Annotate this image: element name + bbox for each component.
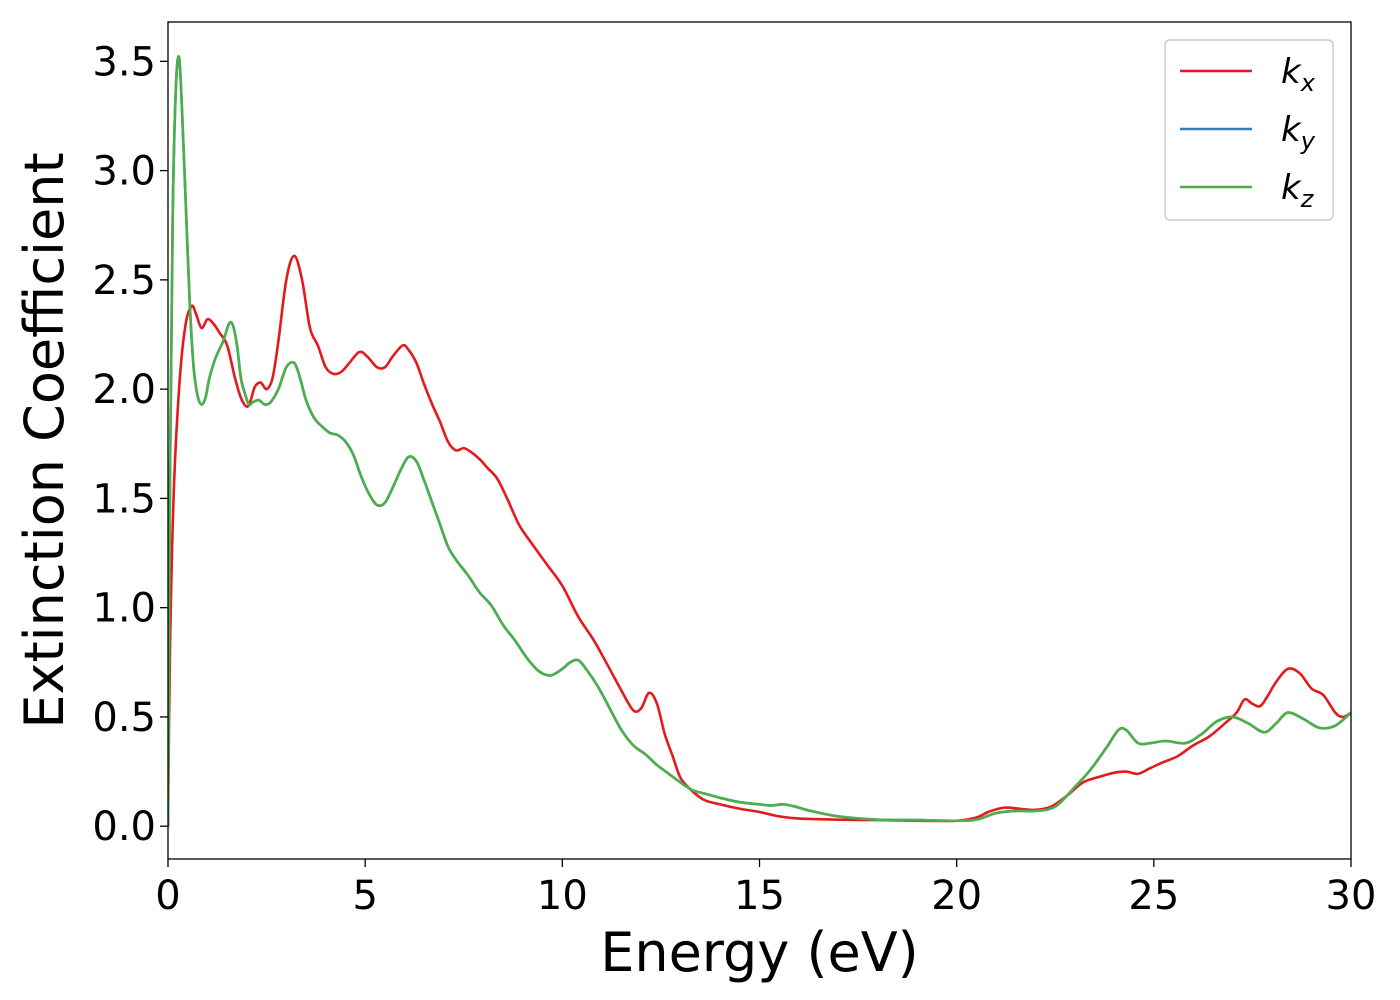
x-axis-title: Energy (eV) xyxy=(600,921,919,984)
legend-label-subscript: y xyxy=(1300,127,1316,155)
x-tick-label: 5 xyxy=(352,873,377,919)
x-tick-label: 10 xyxy=(537,873,588,919)
y-tick-label: 1.0 xyxy=(92,586,156,632)
legend-label-kx: kx xyxy=(1281,52,1316,97)
y-tick-label: 2.0 xyxy=(92,367,156,413)
y-tick-label: 2.5 xyxy=(92,258,156,304)
x-tick-label: 30 xyxy=(1326,873,1377,919)
series-line-kx xyxy=(168,254,1351,828)
y-tick-label: 0.0 xyxy=(92,804,156,850)
y-tick-label: 0.5 xyxy=(92,695,156,741)
legend-label-base: k xyxy=(1281,110,1302,150)
y-tick-label: 1.5 xyxy=(92,476,156,522)
y-axis-ticks: 0.0 0.5 1.0 1.5 2.0 2.5 3.0 3.5 xyxy=(92,39,168,850)
legend-label-subscript: x xyxy=(1300,69,1316,97)
legend-label-kz: kz xyxy=(1281,168,1315,213)
x-tick-label: 25 xyxy=(1128,873,1179,919)
legend-label-ky: ky xyxy=(1281,110,1316,155)
x-tick-label: 0 xyxy=(155,873,180,919)
legend-label-base: k xyxy=(1281,168,1302,208)
x-tick-label: 20 xyxy=(931,873,982,919)
y-tick-label: 3.5 xyxy=(92,39,156,85)
x-axis-ticks: 0 5 10 15 20 25 30 xyxy=(155,859,1376,919)
legend-label-subscript: z xyxy=(1300,185,1315,213)
legend-label-base: k xyxy=(1281,52,1302,92)
y-axis-title: Extinction Coefficient xyxy=(13,152,76,728)
series-line-kz xyxy=(168,55,1351,828)
x-tick-label: 15 xyxy=(734,873,785,919)
series-layer xyxy=(168,55,1351,828)
y-tick-label: 3.0 xyxy=(92,149,156,195)
